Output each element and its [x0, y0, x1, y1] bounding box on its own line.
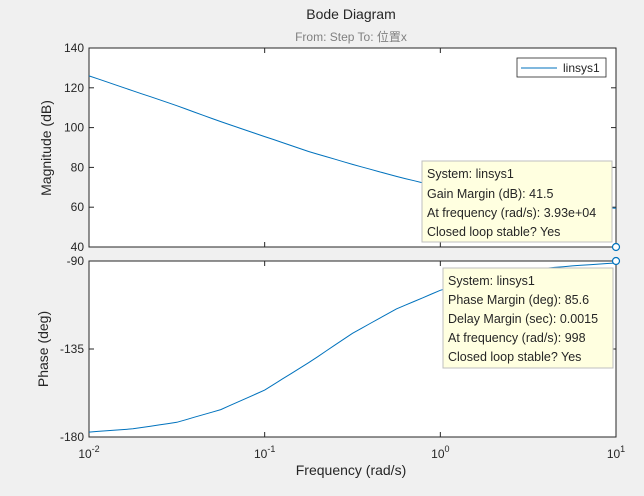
- datatip-line: Closed loop stable? Yes: [427, 225, 560, 239]
- x-tick-label: 10-1: [254, 444, 275, 461]
- datatip-line: At frequency (rad/s): 998: [448, 331, 586, 345]
- y-tick-label: -90: [67, 254, 85, 268]
- x-tick-label: 100: [431, 444, 449, 461]
- datatip-line: Delay Margin (sec): 0.0015: [448, 312, 598, 326]
- gain-margin-datatip[interactable]: System: linsys1 Gain Margin (dB): 41.5 A…: [421, 160, 613, 243]
- magnitude-ylabel: Magnitude (dB): [38, 100, 54, 196]
- y-tick-label: 120: [64, 81, 84, 95]
- datatip-line: System: linsys1: [448, 274, 535, 288]
- chart-subtitle: From: Step To: 位置x: [295, 29, 407, 44]
- datatip-line: At frequency (rad/s): 3.93e+04: [427, 206, 596, 220]
- gain-margin-marker[interactable]: [611, 242, 621, 252]
- datatip-line: Gain Margin (dB): 41.5: [427, 187, 553, 201]
- y-tick-label: 140: [64, 41, 84, 55]
- y-tick-label: 80: [71, 160, 85, 174]
- y-tick-label: -180: [60, 430, 84, 444]
- y-tick-label: 100: [64, 121, 84, 135]
- phase-margin-datatip[interactable]: System: linsys1 Phase Margin (deg): 85.6…: [442, 267, 614, 369]
- y-tick-label: 40: [71, 240, 85, 254]
- y-tick-label: 60: [71, 200, 85, 214]
- datatip-line: Phase Margin (deg): 85.6: [448, 293, 589, 307]
- x-axis-label: Frequency (rad/s): [296, 462, 406, 478]
- legend[interactable]: linsys1: [516, 57, 607, 78]
- phase-margin-marker[interactable]: [611, 256, 621, 266]
- datatip-line: Closed loop stable? Yes: [448, 350, 581, 364]
- x-tick-label: 101: [607, 444, 625, 461]
- datatip-line: System: linsys1: [427, 167, 514, 181]
- phase-ylabel: Phase (deg): [35, 311, 51, 387]
- legend-entry-linsys1: linsys1: [563, 61, 600, 75]
- y-tick-label: -135: [60, 342, 84, 356]
- x-tick-label: 10-2: [78, 444, 99, 461]
- chart-title: Bode Diagram: [306, 6, 396, 22]
